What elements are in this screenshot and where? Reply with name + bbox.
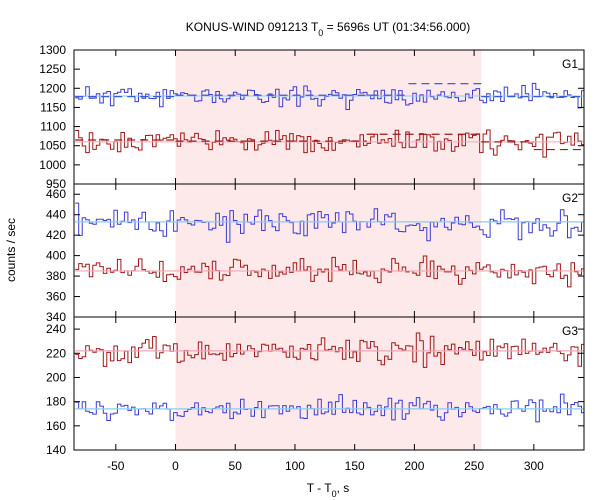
- y-tick-label: 1250: [39, 62, 66, 76]
- x-tick-label: 250: [464, 459, 484, 473]
- y-tick-label: 200: [46, 370, 66, 384]
- x-tick-label: 50: [229, 459, 243, 473]
- shaded-interval: [175, 184, 482, 317]
- y-tick-label: 140: [46, 443, 66, 457]
- y-tick-label: 420: [46, 228, 66, 242]
- y-tick-label: 360: [46, 290, 66, 304]
- y-tick-label: 340: [46, 310, 66, 324]
- panel-g2-series-1: [75, 202, 584, 243]
- panel-g1: 950 1000 1050 1100 1150 1200 1250 1300 G1: [39, 43, 585, 191]
- shaded-interval: [175, 317, 482, 450]
- x-axis-label: T - T0, s: [307, 481, 350, 499]
- panel-g2: 340 360 380 400 420 440 460 G2: [46, 183, 585, 324]
- y-tick-label: 180: [46, 395, 66, 409]
- panel-g1-series-1: [75, 82, 584, 110]
- panel-g3: 140 160 180 200 220 240 G3 -50 0 50 100 150 200 250 30…: [46, 316, 585, 473]
- chart-title: KONUS-WIND 091213 T0 = 5696s UT (01:34:5…: [186, 20, 470, 38]
- y-tick-label: 1200: [39, 81, 66, 95]
- y-tick-label: 220: [46, 346, 66, 360]
- y-tick-label: 380: [46, 269, 66, 283]
- y-tick-label: 440: [46, 208, 66, 222]
- x-tick-label: 200: [404, 459, 424, 473]
- y-tick-label: 950: [46, 177, 66, 191]
- y-tick-label: 1100: [40, 120, 66, 134]
- x-tick-label: 300: [524, 459, 544, 473]
- panel-label: G1: [562, 57, 578, 71]
- y-tick-label: 460: [46, 187, 66, 201]
- x-tick-label: 0: [172, 459, 179, 473]
- panel-label: G3: [562, 324, 578, 338]
- y-tick-label: 1300: [39, 43, 66, 57]
- x-tick-label: 100: [285, 459, 305, 473]
- y-axis-label: counts / sec: [4, 218, 18, 282]
- y-tick-label: 1000: [39, 158, 66, 172]
- panel-frame: [73, 316, 585, 451]
- y-tick-label: 160: [46, 419, 66, 433]
- y-tick-label: 1150: [40, 100, 66, 114]
- x-tick-label: -50: [107, 459, 125, 473]
- y-tick-label: 400: [46, 249, 66, 263]
- panel-g3-series-1: [75, 332, 584, 368]
- y-tick-label: 240: [46, 322, 66, 336]
- panel-label: G2: [562, 191, 578, 205]
- shaded-interval: [175, 50, 482, 184]
- panel-g2-series-2: [75, 255, 584, 288]
- x-tick-label: 150: [345, 459, 365, 473]
- y-tick-label: 1050: [39, 139, 66, 153]
